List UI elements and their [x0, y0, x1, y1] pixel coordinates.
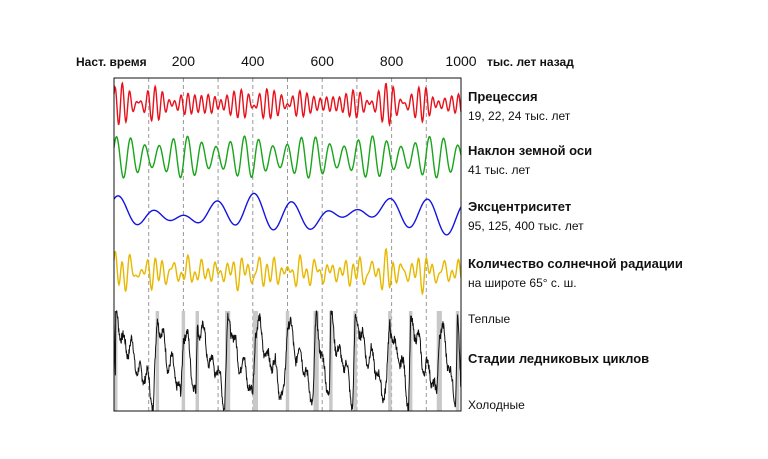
interglacial-bars	[114, 311, 460, 411]
interglacial-bar	[195, 311, 200, 411]
x-tick-label: 600	[311, 53, 335, 69]
precession-subtitle: 19, 22, 24 тыс. лет	[468, 109, 571, 123]
eccentricity-title: Эксцентриситет	[468, 199, 571, 214]
warm-label: Теплые	[468, 312, 510, 326]
interglacial-bar	[436, 311, 442, 411]
precession-line	[113, 81, 462, 128]
interglacial-bar	[285, 311, 290, 411]
x-axis-unit-label: тыс. лет назад	[487, 55, 574, 69]
x-axis-start-label: Наст. время	[76, 55, 147, 69]
interglacial-bar	[181, 311, 186, 411]
eccentricity-line	[113, 192, 462, 236]
interglacial-bar	[353, 311, 357, 411]
insolation-line	[113, 247, 462, 296]
x-tick-label: 200	[172, 53, 196, 69]
obliquity-subtitle: 41 тыс. лет	[468, 163, 531, 177]
glacial-title: Стадии ледниковых циклов	[468, 351, 649, 366]
plot-frame	[113, 77, 462, 412]
x-tick-labels: 200 400 600 800 1000	[172, 53, 477, 69]
x-tick-label: 800	[380, 53, 404, 69]
interglacial-bar	[225, 311, 231, 411]
x-tick-label: 400	[241, 53, 265, 69]
obliquity-line	[113, 135, 462, 179]
interglacial-bar	[388, 311, 392, 411]
interglacial-bar	[155, 311, 160, 411]
x-tick-label: 1000	[445, 53, 476, 69]
interglacial-bar	[329, 311, 333, 411]
insolation-subtitle: на широте 65° с. ш.	[468, 276, 577, 290]
precession-title: Прецессия	[468, 89, 538, 104]
glacial-line	[113, 310, 462, 412]
series-lines	[113, 81, 462, 412]
interglacial-bar	[408, 311, 413, 411]
interglacial-bar	[252, 311, 259, 411]
eccentricity-subtitle: 95, 125, 400 тыс. лет	[468, 219, 584, 233]
insolation-title: Количество солнечной радиации	[468, 256, 683, 271]
interglacial-bar	[455, 311, 460, 411]
interglacial-bar	[313, 311, 319, 411]
cold-label: Холодные	[468, 398, 525, 412]
obliquity-title: Наклон земной оси	[468, 143, 592, 158]
